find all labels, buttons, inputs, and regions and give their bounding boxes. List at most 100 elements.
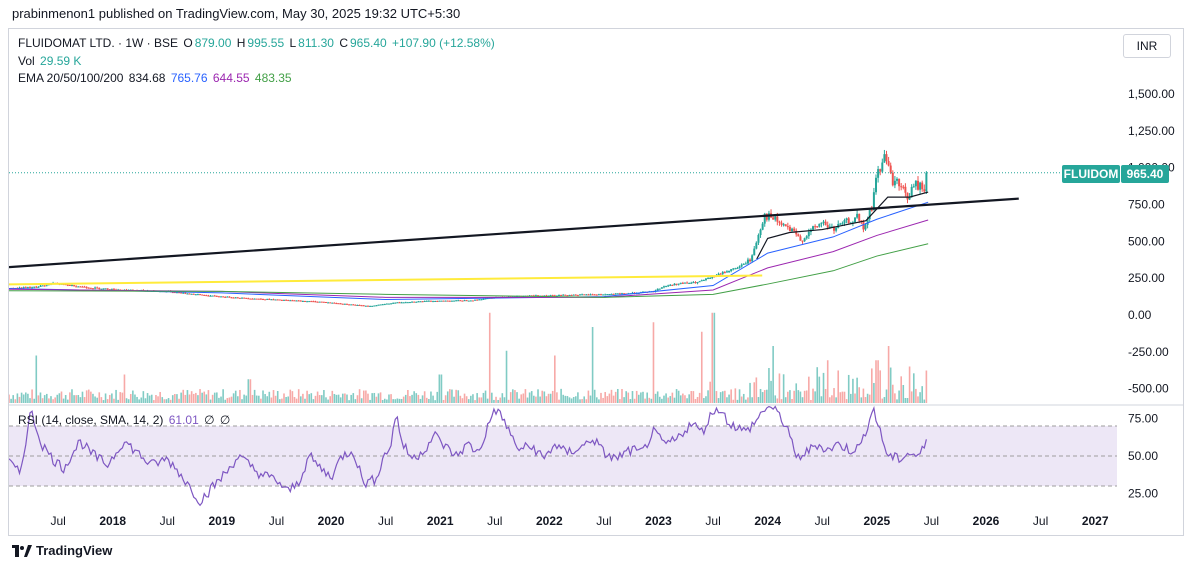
candle-body — [662, 286, 665, 288]
candle-body — [833, 226, 836, 231]
volume-bar — [129, 394, 132, 403]
volume-bar — [736, 399, 739, 403]
candle-body — [432, 301, 435, 303]
candle-body — [33, 286, 36, 288]
volume-label[interactable]: Vol — [18, 54, 35, 68]
volume-bar — [925, 370, 928, 403]
candle-body — [725, 271, 728, 273]
candle-body — [238, 297, 241, 299]
ema50-line — [9, 201, 929, 301]
ema-label[interactable]: EMA 20/50/100/200 — [18, 71, 124, 85]
candle-body — [421, 301, 424, 303]
volume-bar — [71, 389, 73, 403]
volume-bar — [331, 390, 334, 403]
candle-body — [742, 263, 745, 265]
candle-body — [461, 300, 464, 302]
volume-bar — [348, 400, 350, 403]
volume-bar — [396, 398, 399, 403]
volume-bar — [631, 391, 634, 403]
volume-bar — [491, 392, 493, 403]
volume-bar — [677, 390, 680, 403]
volume-bar — [499, 397, 502, 403]
volume-bar — [879, 370, 882, 403]
volume-bar — [682, 393, 684, 403]
volume-bar — [134, 394, 136, 403]
candle-body — [683, 282, 686, 284]
candle-body — [400, 302, 403, 304]
volume-bar — [310, 393, 313, 403]
volume-bar — [774, 395, 777, 403]
volume-bar — [465, 396, 468, 403]
volume-bar — [889, 367, 892, 403]
volume-bar — [386, 399, 388, 403]
candle-body — [448, 300, 451, 302]
volume-bar — [589, 395, 592, 403]
candle-body — [371, 305, 374, 307]
candle-body — [171, 292, 174, 294]
price-axis-tick: 1,500.00 — [1128, 87, 1175, 101]
candle-body — [822, 221, 825, 223]
candle-body — [744, 263, 747, 265]
candle-body — [75, 286, 78, 288]
volume-bar — [692, 391, 695, 403]
candle-body — [182, 292, 185, 294]
rsi-label[interactable]: RSI (14, close, SMA, 14, 2) — [18, 413, 164, 427]
volume-bar — [413, 391, 415, 403]
candle-body — [784, 224, 787, 227]
candle-body — [236, 297, 239, 299]
candle-body — [230, 297, 233, 299]
volume-bar — [663, 395, 665, 403]
volume-bar — [616, 388, 619, 403]
ema20-value: 834.68 — [128, 71, 166, 85]
volume-bar — [558, 399, 560, 403]
candle-body — [96, 287, 99, 289]
time-axis-tick: Jul — [924, 514, 939, 528]
currency-button[interactable]: INR — [1123, 34, 1171, 58]
volume-bar — [178, 398, 180, 403]
volume-bar — [711, 312, 714, 403]
candle-body — [675, 283, 678, 285]
volume-bar — [20, 392, 23, 403]
candle-body — [753, 248, 756, 256]
volume-bar — [831, 395, 833, 403]
candle-body — [673, 283, 676, 286]
volume-bar — [461, 398, 464, 403]
candle-body — [921, 182, 924, 190]
candle-body — [73, 285, 76, 287]
volume-bar — [484, 390, 487, 403]
candle-body — [404, 302, 407, 304]
time-axis-tick: 2024 — [754, 514, 781, 528]
volume-bar — [604, 392, 606, 403]
volume-bar — [308, 394, 310, 403]
candle-body — [658, 288, 661, 290]
volume-bar — [132, 390, 134, 403]
volume-bar — [742, 393, 745, 403]
volume-bar — [117, 399, 119, 403]
volume-bar — [591, 327, 594, 403]
candle-body — [916, 180, 919, 190]
volume-bar — [694, 399, 697, 403]
volume-bar — [480, 397, 483, 403]
volume-bar — [344, 393, 346, 403]
candle-body — [736, 267, 739, 269]
candle-body — [723, 272, 726, 274]
candle-body — [310, 301, 313, 303]
volume-bar — [606, 396, 609, 403]
candle-body — [776, 216, 779, 222]
volume-bar — [222, 389, 224, 403]
price-tag-ticker: FLUIDOM — [1064, 167, 1119, 181]
volume-bar — [398, 398, 401, 403]
volume-bar — [847, 374, 850, 403]
volume-bar — [87, 389, 90, 403]
footer-brand[interactable]: TradingView — [12, 543, 112, 558]
symbol-name[interactable]: FLUIDOMAT LTD. · 1W · BSE — [18, 36, 179, 50]
volume-bar — [810, 399, 812, 403]
volume-bar — [291, 391, 294, 403]
candle-body — [885, 154, 888, 162]
volume-bar — [688, 394, 690, 403]
volume-bar — [850, 393, 852, 403]
rsi-axis-tick: 25.00 — [1128, 487, 1158, 501]
volume-bar — [83, 397, 86, 403]
candle-body — [583, 294, 586, 296]
